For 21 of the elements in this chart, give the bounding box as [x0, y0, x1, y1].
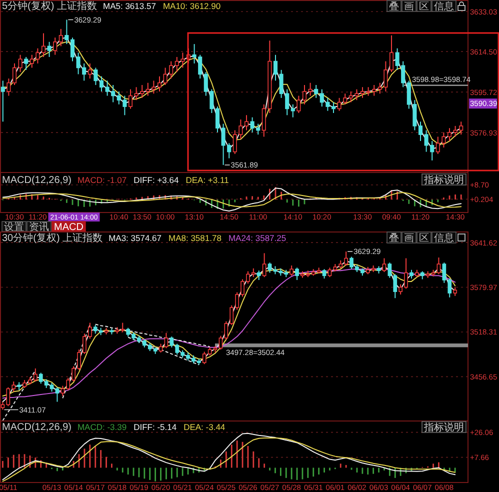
legend: MACD: -3.39 DIFF: -5.14 DEA: -3.44 — [77, 422, 226, 432]
annotation: MACD — [54, 222, 84, 234]
legend: MACD: -1.07 DIFF: +3.64 DEA: +3.11 — [77, 175, 229, 185]
annotation: 区 — [419, 2, 429, 12]
annotation: 指标说明 — [423, 174, 464, 186]
chart-title: MACD(12,26,9) — [2, 422, 72, 433]
annotation: 画 — [404, 233, 414, 244]
annotation: 叠 — [389, 233, 399, 244]
annotation: 信息 — [434, 232, 454, 244]
legend: MA5: 3613.57 MA10: 3612.90 — [103, 1, 221, 11]
chart-title: MACD(12,26,9) — [2, 175, 72, 186]
annotation: 叠 — [389, 2, 399, 12]
annotation: 区 — [419, 233, 429, 244]
annotation: 资讯 — [29, 221, 49, 234]
chart-title: 30分钟(复权) 上证指数 — [2, 232, 103, 244]
legend: MA3: 3574.67 MA8: 3581.78 MA24: 3587.25 — [108, 233, 286, 243]
annotation: 画 — [404, 2, 414, 12]
annotation: 指标说明 — [423, 422, 464, 434]
annotation: 信息 — [434, 0, 454, 12]
chart-title: 5分钟(复权) 上证指数 — [2, 0, 97, 12]
annotation: 设置 — [4, 221, 24, 234]
